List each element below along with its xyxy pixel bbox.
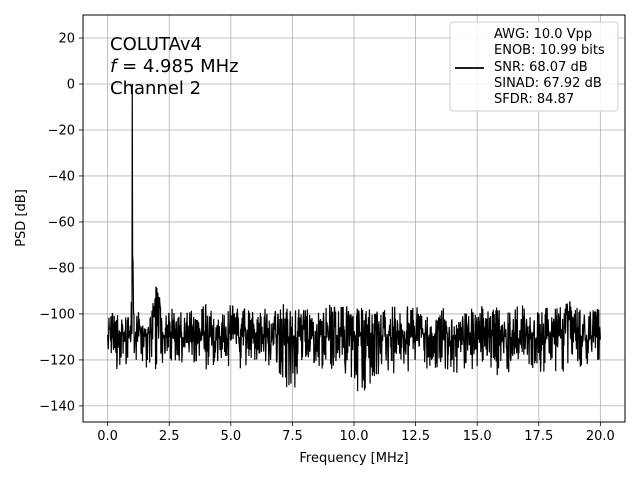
- y-tick-label: −80: [48, 261, 75, 276]
- annotation-frequency-symbol: f: [110, 56, 119, 77]
- y-axis-label: PSD [dB]: [14, 189, 29, 247]
- legend-sinad: SINAD: 67.92 dB: [494, 76, 602, 91]
- x-tick-label: 17.5: [524, 429, 553, 444]
- psd-line: [107, 83, 601, 392]
- x-ticks: 0.0 2.5 5.0 7.5 10.0 12.5 15.0 17.5 20.0: [97, 422, 615, 444]
- y-tick-label: −20: [48, 123, 75, 138]
- x-tick-label: 5.0: [220, 429, 241, 444]
- y-tick-label: −140: [39, 399, 75, 414]
- x-axis-label: Frequency [MHz]: [299, 451, 408, 466]
- legend-enob: ENOB: 10.99 bits: [494, 43, 605, 58]
- series-trace: [107, 83, 601, 392]
- x-tick-label: 10.0: [340, 429, 369, 444]
- x-tick-label: 0.0: [97, 429, 118, 444]
- legend-snr: SNR: 68.07 dB: [494, 60, 588, 75]
- annotation-frequency: f = 4.985 MHz: [110, 56, 239, 77]
- y-ticks: 20 0 −20 −40 −60 −80 −100 −120 −140: [39, 31, 83, 414]
- annotation-device: COLUTAv4: [110, 34, 202, 55]
- x-tick-label: 15.0: [463, 429, 492, 444]
- x-tick-label: 7.5: [282, 429, 303, 444]
- y-tick-label: −40: [48, 169, 75, 184]
- legend: AWG: 10.0 Vpp ENOB: 10.99 bits SNR: 68.0…: [449, 21, 619, 112]
- annotation-channel: Channel 2: [110, 78, 201, 99]
- y-tick-label: 0: [67, 77, 75, 92]
- legend-sfdr: SFDR: 84.87: [494, 92, 574, 107]
- annotation-frequency-value: = 4.985 MHz: [116, 56, 238, 77]
- y-tick-label: −100: [39, 307, 75, 322]
- y-tick-label: −120: [39, 353, 75, 368]
- legend-box: [449, 21, 619, 112]
- x-tick-label: 12.5: [401, 429, 430, 444]
- y-tick-label: 20: [58, 31, 75, 46]
- legend-awg: AWG: 10.0 Vpp: [494, 27, 592, 42]
- x-tick-label: 20.0: [586, 429, 615, 444]
- annotation: COLUTAv4 f = 4.985 MHz Channel 2: [110, 34, 239, 99]
- x-tick-label: 2.5: [159, 429, 180, 444]
- y-tick-label: −60: [48, 215, 75, 230]
